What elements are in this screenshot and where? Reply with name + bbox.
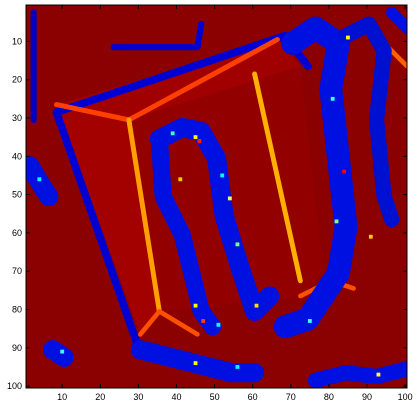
- y-tick-label: 80: [12, 304, 22, 314]
- x-tick-label: 100: [398, 392, 413, 402]
- x-tick-label: 10: [57, 392, 67, 402]
- y-tick-label: 60: [12, 228, 22, 238]
- y-tick-label: 40: [12, 151, 22, 161]
- x-tick-label: 60: [248, 392, 258, 402]
- y-tick-label: 50: [12, 190, 22, 200]
- y-tick-label: 100: [7, 381, 22, 391]
- y-tick-label: 30: [12, 113, 22, 123]
- page: 10 20 30 40 50 60 70 80 90 100 10 20 30 40 50 60 70 80 90 1…: [0, 0, 417, 408]
- x-tick-label: 20: [95, 392, 105, 402]
- x-tick-label: 70: [286, 392, 296, 402]
- chart: 10 20 30 40 50 60 70 80 90 100 10 20 30 40 50 60 70 80 90 1…: [0, 0, 417, 408]
- x-tick-label: 90: [362, 392, 372, 402]
- x-tick-label: 40: [171, 392, 181, 402]
- y-tick-label: 70: [12, 266, 22, 276]
- x-tick-label: 30: [133, 392, 143, 402]
- y-tick-label: 10: [12, 36, 22, 46]
- x-tick-label: 80: [324, 392, 334, 402]
- y-tick-label: 90: [12, 343, 22, 353]
- x-tick-label: 50: [210, 392, 220, 402]
- image: [26, 5, 407, 388]
- y-tick-label: 20: [12, 75, 22, 85]
